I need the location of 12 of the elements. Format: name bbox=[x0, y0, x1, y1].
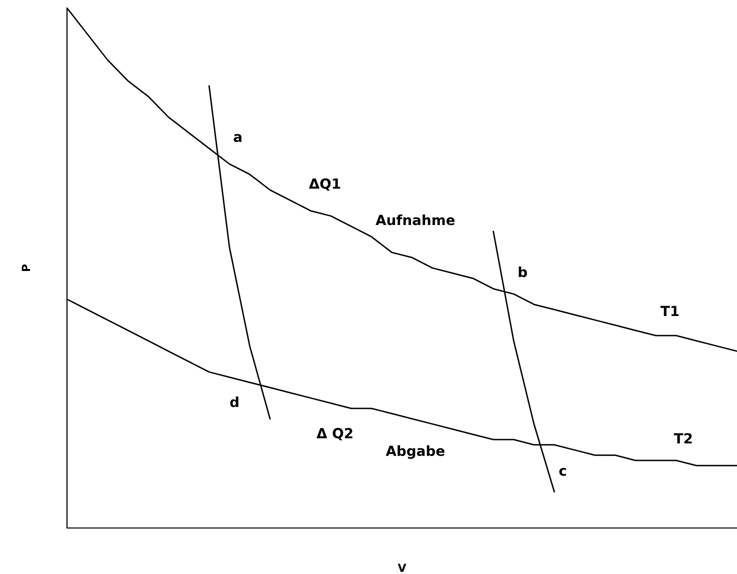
annotation: b bbox=[518, 266, 527, 278]
y-axis-title: P bbox=[22, 264, 30, 272]
annotation: ΔQ1 bbox=[308, 178, 340, 191]
annotation: a bbox=[234, 134, 242, 142]
series-label: T2 bbox=[674, 433, 692, 444]
annotation: c bbox=[559, 468, 566, 476]
annotation: d bbox=[230, 396, 238, 408]
annotation: Abgabe bbox=[386, 445, 444, 459]
annotation: Δ Q2 bbox=[316, 428, 352, 440]
series-label: T1 bbox=[660, 306, 679, 316]
annotation: Aufnahme bbox=[376, 214, 455, 226]
x-axis-title: V bbox=[398, 564, 406, 572]
